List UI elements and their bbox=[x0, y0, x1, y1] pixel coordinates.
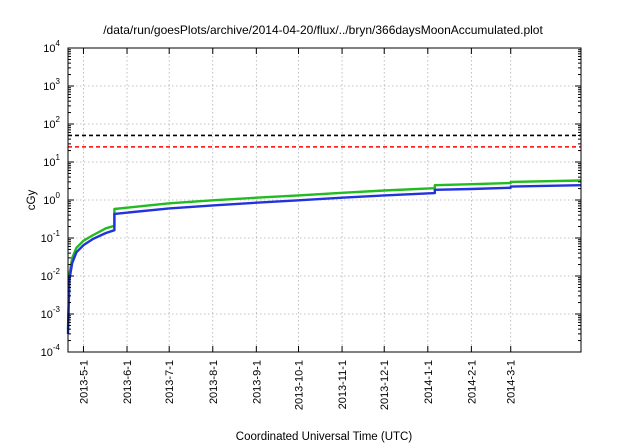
series-line bbox=[66, 184, 582, 334]
x-tick-label: 2013-8-1 bbox=[208, 360, 220, 404]
grid bbox=[68, 48, 581, 352]
y-axis-ticks: 10-4 10-3 10-2 10-1 100 101 102 103 104 bbox=[41, 39, 581, 359]
x-tick-label: 2013-6-1 bbox=[122, 360, 134, 404]
x-tick-label: 2014-3-1 bbox=[506, 360, 518, 404]
x-tick-label: 2013-9-1 bbox=[251, 360, 263, 404]
x-tick-label: 2014-2-1 bbox=[466, 360, 478, 404]
x-axis-ticks: 2013-5-1 2013-6-1 2013-7-1 2013-8-1 2013-9-1… bbox=[78, 48, 518, 410]
y-tick-label: 104 bbox=[43, 39, 60, 55]
y-tick-label: 100 bbox=[43, 191, 60, 207]
x-tick-label: 2013-11-1 bbox=[337, 360, 349, 409]
x-tick-label: 2013-5-1 bbox=[78, 360, 90, 404]
x-tick-label: 2014-1-1 bbox=[423, 360, 435, 404]
x-tick-label: 2013-7-1 bbox=[164, 360, 176, 404]
x-tick-label: 2013-12-1 bbox=[379, 360, 391, 410]
data-series bbox=[66, 179, 582, 334]
y-tick-label: 101 bbox=[43, 153, 60, 169]
y-tick-label: 103 bbox=[43, 77, 60, 93]
x-axis-label: Coordinated Universal Time (UTC) bbox=[236, 431, 413, 443]
series-line bbox=[66, 179, 582, 330]
chart-title: /data/run/goesPlots/archive/2014-04-20/f… bbox=[103, 23, 543, 37]
x-tick-label: 2013-10-1 bbox=[293, 360, 305, 410]
y-tick-label: 10-4 bbox=[41, 343, 61, 359]
y-tick-label: 10-2 bbox=[41, 267, 61, 283]
y-tick-label: 102 bbox=[43, 115, 60, 131]
y-axis-label: cGy bbox=[26, 190, 38, 211]
reference-lines bbox=[68, 134, 581, 148]
y-tick-label: 10-1 bbox=[41, 229, 61, 245]
y-tick-label: 10-3 bbox=[41, 305, 61, 321]
